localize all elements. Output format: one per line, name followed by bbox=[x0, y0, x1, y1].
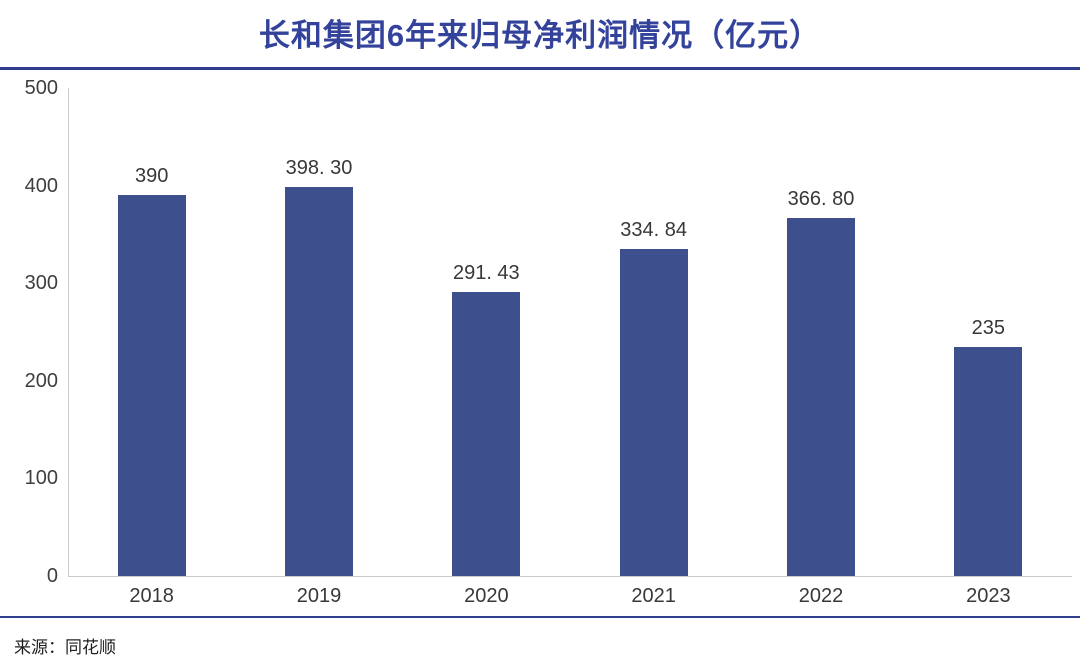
x-tick-label-2018: 2018 bbox=[129, 585, 174, 607]
bar-2018 bbox=[117, 195, 186, 576]
bar-value-label-2020: 291. 43 bbox=[452, 261, 520, 284]
x-tick-label-2023: 2023 bbox=[966, 585, 1011, 607]
bar-value-label-2022: 366. 80 bbox=[787, 188, 855, 210]
y-tick-label: 100 bbox=[24, 467, 58, 490]
y-tick-label: 500 bbox=[24, 77, 58, 99]
bar-value-label-2021: 334. 84 bbox=[620, 219, 688, 242]
bar-value-label-2023: 235 bbox=[971, 316, 1006, 339]
title-divider bbox=[0, 67, 1080, 70]
y-axis-line bbox=[68, 88, 69, 576]
footer-divider bbox=[0, 616, 1080, 618]
bar-2021 bbox=[619, 249, 688, 576]
bar-2020 bbox=[452, 291, 521, 576]
y-tick-label: 0 bbox=[46, 565, 58, 587]
bar-2019 bbox=[285, 187, 353, 576]
bar-2022 bbox=[787, 218, 855, 576]
x-axis-line bbox=[68, 576, 1072, 577]
chart-title: 长和集团6年来归母净利润情况（亿元） bbox=[258, 18, 822, 53]
y-tick-label: 400 bbox=[24, 174, 58, 197]
y-tick-label: 300 bbox=[24, 272, 58, 295]
x-tick-label-2022: 2022 bbox=[798, 585, 844, 607]
bar-value-label-2018: 390 bbox=[134, 165, 169, 188]
y-tick-label: 200 bbox=[24, 369, 58, 392]
x-tick-label-2019: 2019 bbox=[296, 585, 342, 607]
bar-2023 bbox=[954, 346, 1023, 576]
x-tick-label-2020: 2020 bbox=[464, 585, 509, 607]
source-label: 来源：同花顺 bbox=[14, 638, 116, 657]
bar-value-label-2019: 398. 30 bbox=[285, 157, 353, 180]
x-tick-label-2021: 2021 bbox=[631, 585, 676, 607]
